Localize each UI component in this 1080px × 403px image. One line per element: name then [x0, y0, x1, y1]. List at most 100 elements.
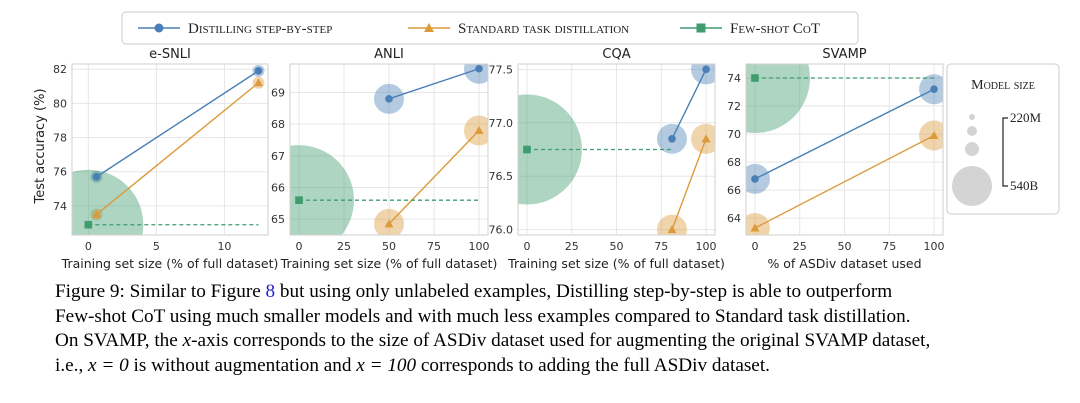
size-medium-icon [967, 126, 977, 136]
series-line [671, 138, 707, 230]
plot-area [72, 64, 268, 235]
size-bubble [464, 115, 488, 146]
x-tick-label: 0 [296, 240, 303, 253]
size-bubble [290, 145, 354, 235]
y-tick-label: 72 [727, 100, 741, 113]
x-axis-label: % of ASDiv dataset used [767, 256, 921, 271]
legend-marker-circle-icon [154, 23, 164, 33]
figure-panel: Distilling step-by-step Standard task di… [33, 11, 1060, 271]
panel-title: SVAMP [822, 47, 866, 62]
x-tick-label: 50 [610, 240, 624, 253]
y-tick-label: 77.0 [489, 117, 514, 130]
caption-math: x = 100 [356, 354, 417, 376]
y-tick-label: 74 [727, 72, 741, 85]
y-tick-label: 66 [727, 184, 741, 197]
series-line [754, 88, 935, 180]
data-point-circle [668, 135, 676, 143]
x-tick-label: 0 [523, 240, 530, 253]
caption-text: i.e., [55, 354, 89, 376]
x-tick-label: 100 [469, 240, 490, 253]
caption-line-3: On SVAMP, the x-axis corresponds to the … [55, 329, 1065, 354]
legend-label-standard: Standard task distillation [458, 21, 629, 37]
chart-panel-e-snli: 0 5 10 74 76 78 80 82 e-SNLI Training set size (%… [53, 47, 279, 271]
series-line [96, 82, 259, 216]
y-tick-label: 70 [727, 128, 741, 141]
data-point-triangle [667, 225, 677, 234]
size-top-label: 220M [1010, 110, 1042, 125]
x-tick-label: 5 [153, 240, 160, 253]
caption-text: but using only unlabeled examples, Disti… [275, 281, 893, 302]
y-tick-label: 64 [727, 212, 741, 225]
y-tick-label: 82 [53, 63, 67, 76]
y-tick-label: 77.5 [489, 63, 514, 76]
y-tick-label: 76.5 [489, 170, 514, 183]
series-line [388, 68, 480, 100]
data-point-square [295, 196, 303, 204]
caption-line-1: Figure 9: Similar to Figure 8 but using … [55, 280, 1065, 305]
plot-frame [745, 63, 944, 236]
data-point-triangle [929, 130, 939, 139]
caption-math: x [182, 330, 192, 352]
caption-math: x = 0 [88, 354, 129, 376]
size-bubble [657, 214, 688, 235]
plot-content [518, 64, 715, 235]
x-tick-label: 100 [924, 240, 945, 253]
y-tick-label: 78 [53, 132, 67, 145]
caption-text: is without augmentation and [128, 354, 357, 376]
plot-content [72, 64, 265, 235]
data-point-triangle [701, 134, 711, 143]
x-tick-label: 75 [654, 240, 668, 253]
x-axis-label: Training set size (% of full dataset) [61, 256, 279, 271]
model-size-legend: Model size 220M 540B [946, 63, 1060, 215]
data-point-triangle [474, 126, 484, 134]
y-tick-label: 76.0 [489, 224, 514, 237]
legend-marker-square-icon [696, 23, 706, 33]
legend-label-distilling: Distilling step-by-step [188, 21, 332, 37]
plot-frame [71, 63, 269, 236]
plot-content [746, 64, 943, 235]
series-line [388, 130, 480, 225]
y-axis-label: Test accuracy (%) [33, 88, 48, 204]
x-axis-label: Training set size (% of full dataset) [507, 256, 725, 271]
data-point-square [84, 220, 93, 229]
size-bracket [1002, 117, 1008, 187]
panel-title: CQA [602, 47, 630, 62]
series-legend: Distilling step-by-step Standard task di… [121, 11, 859, 45]
panel-title: e-SNLI [149, 47, 191, 62]
x-tick-label: 50 [382, 240, 396, 253]
x-axis-label: Training set size (% of full dataset) [280, 256, 498, 271]
x-tick-label: 0 [85, 240, 92, 253]
x-tick-label: 0 [751, 240, 758, 253]
x-tick-label: 25 [565, 240, 579, 253]
figure-reference-link[interactable]: 8 [265, 281, 276, 302]
data-point-circle [475, 64, 483, 73]
size-bubble [72, 169, 144, 235]
model-size-title: Model size [971, 78, 1035, 93]
plot-content [290, 64, 488, 235]
data-point-triangle [253, 78, 263, 87]
caption-text: corresponds to adding the full ASDiv dat… [416, 354, 770, 376]
data-point-square [751, 74, 759, 82]
chart-panel-svamp: 0 25 50 75 100 64 66 68 70 72 74 SVAMP % of ASDiv da… [727, 47, 945, 271]
data-point-square [523, 145, 531, 154]
y-tick-label: 68 [727, 156, 741, 169]
y-tick-label: 76 [53, 166, 67, 179]
caption-text: On SVAMP, the [55, 330, 183, 352]
data-point-triangle [384, 219, 394, 228]
caption-text: -axis corresponds to the size of ASDiv d… [191, 330, 931, 352]
x-tick-label: 25 [793, 240, 807, 253]
plot-frame [289, 63, 489, 236]
y-tick-label: 69 [271, 87, 285, 100]
caption-line-4: i.e., x = 0 is without augmentation and … [55, 354, 1065, 379]
plot-frame [517, 63, 716, 236]
data-point-triangle [92, 209, 101, 218]
y-tick-label: 74 [53, 200, 67, 213]
data-point-circle [254, 67, 263, 75]
size-bubble [746, 64, 810, 133]
size-bottom-label: 540B [1010, 178, 1039, 193]
y-tick-label: 68 [271, 118, 285, 131]
data-point-circle [751, 175, 759, 183]
x-tick-label: 25 [337, 240, 351, 253]
size-bubble [919, 120, 943, 151]
figure-caption: Figure 9: Similar to Figure 8 but using … [55, 280, 1065, 378]
